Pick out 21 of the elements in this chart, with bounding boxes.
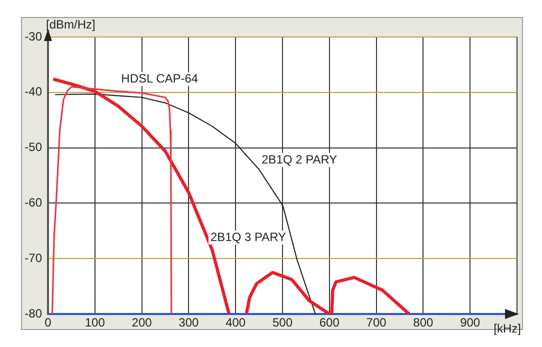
- x-tick-label: 300: [178, 316, 200, 330]
- x-axis-title: [kHz]: [494, 321, 521, 336]
- y-tick-label: -60: [24, 196, 42, 210]
- x-tick-label: 900: [460, 316, 480, 330]
- series-label: HDSL CAP-64: [121, 71, 198, 86]
- y-axis-title: [dBm/Hz]: [46, 17, 96, 32]
- series-label: 2B1Q 3 PARY: [210, 230, 286, 244]
- x-tick-label: 0: [44, 316, 52, 330]
- x-tick-label: 700: [366, 316, 387, 330]
- y-tick-label: -30: [24, 29, 42, 44]
- x-tick-label: 200: [132, 316, 152, 330]
- x-tick-label: 400: [226, 316, 246, 330]
- x-tick-label: 100: [84, 316, 106, 330]
- x-tick-label: 600: [319, 316, 340, 330]
- x-tick-label: 500: [272, 316, 293, 330]
- y-tick-label: -70: [24, 250, 42, 265]
- series-label: 2B1Q 2 PARY: [262, 152, 338, 166]
- x-tick-label: 800: [413, 316, 434, 330]
- y-tick-label: -50: [24, 140, 42, 154]
- y-tick-label: -80: [24, 306, 42, 320]
- y-tick-label: -40: [24, 84, 42, 99]
